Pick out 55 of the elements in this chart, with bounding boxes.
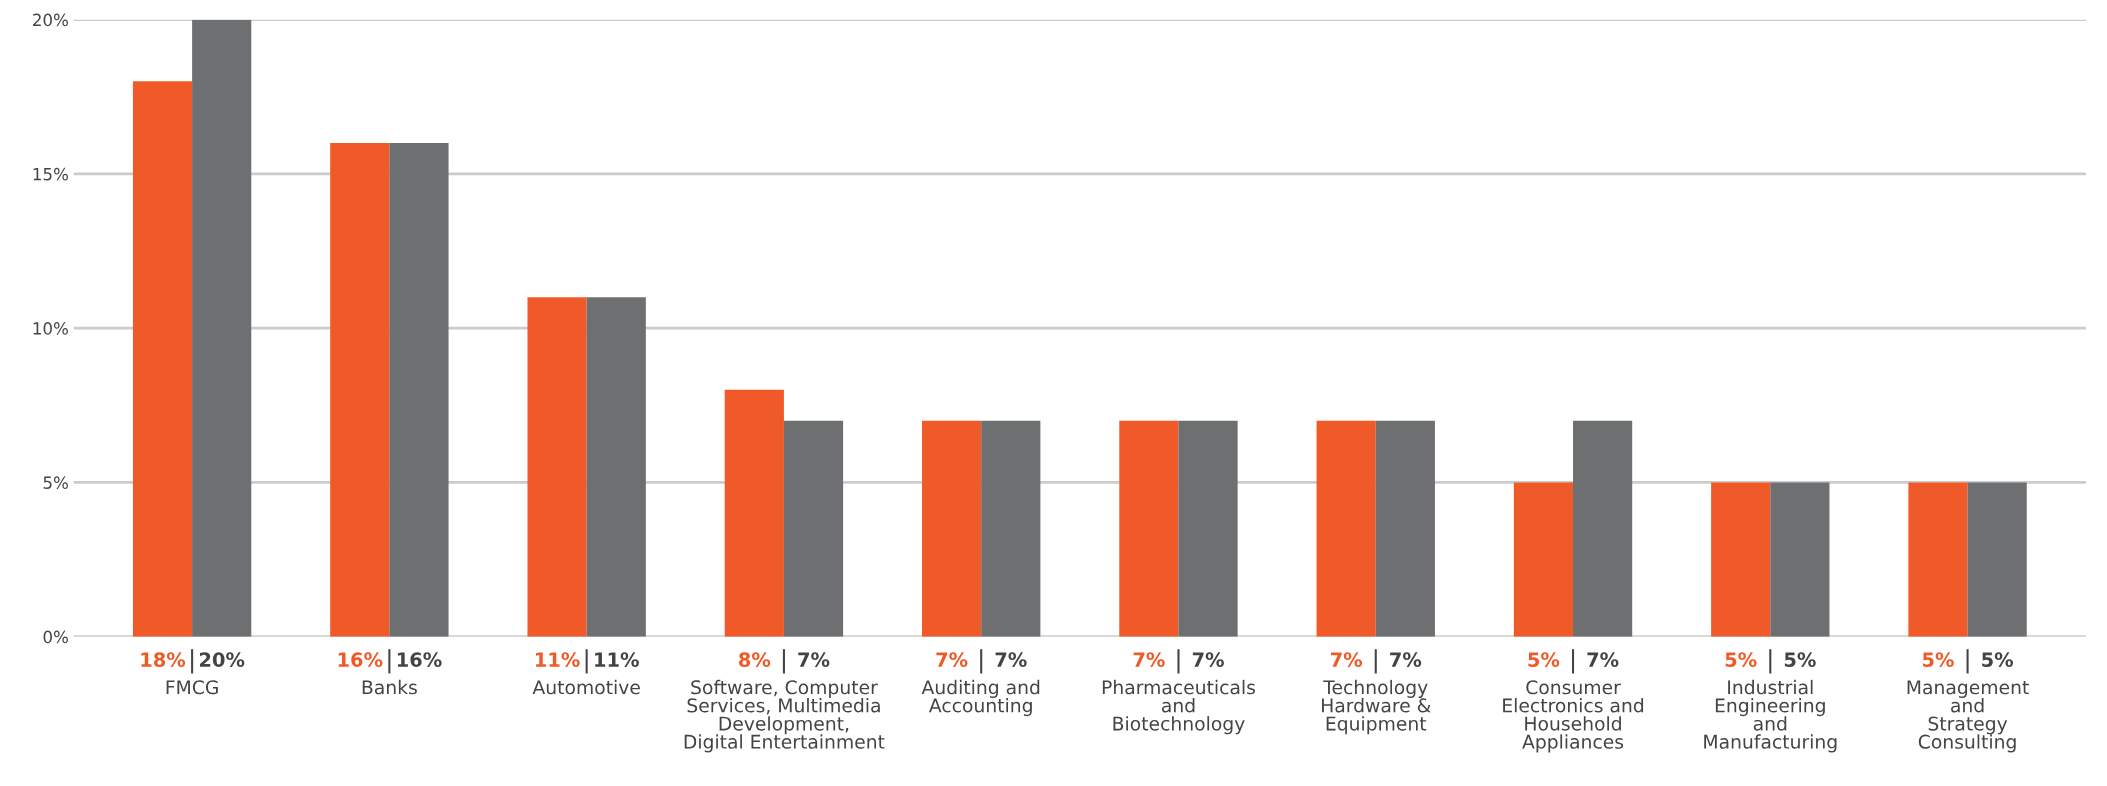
y-tick-label: 20% <box>33 13 68 27</box>
y-tick-label: 10% <box>33 322 68 335</box>
bar <box>981 420 1041 637</box>
bar <box>783 420 844 637</box>
y-tick-label: 15% <box>33 167 68 181</box>
data-label: 7% <box>798 652 830 667</box>
data-label: 5% <box>1922 652 1954 667</box>
bar <box>1178 420 1238 637</box>
y-tick-label: 5% <box>43 476 68 489</box>
x-tick-label: Pharmaceuticals and Biotechnology <box>1102 679 1255 735</box>
bar <box>389 143 449 637</box>
data-label: 5% <box>1982 652 2014 667</box>
data-label: 5% <box>1725 652 1757 667</box>
data-label: 7% <box>936 652 968 667</box>
x-tick-label: FMCG <box>166 680 218 695</box>
data-label: 7% <box>1192 652 1224 667</box>
x-tick-label: Software, Computer Services, Multimedia Development, Digital Entertainment <box>684 679 885 753</box>
bar <box>1119 420 1179 637</box>
data-label: 7% <box>1390 652 1422 667</box>
x-tick-label: Industrial Engineering and Manufacturing <box>1704 679 1837 753</box>
bar <box>1711 482 1771 637</box>
data-label: 8% <box>739 652 771 667</box>
data-label: 7% <box>1330 652 1363 667</box>
x-tick-label: Banks <box>362 679 417 695</box>
bar <box>132 81 193 637</box>
bar <box>1375 420 1435 637</box>
data-label: 16% <box>338 652 383 667</box>
bar <box>330 143 390 637</box>
data-label: 7% <box>1133 652 1165 667</box>
bar <box>922 420 982 637</box>
bar <box>527 297 587 637</box>
bar <box>1573 420 1633 637</box>
data-label: 5% <box>1528 652 1560 667</box>
data-label: 16% <box>397 652 442 667</box>
x-tick-label: Technology Hardware & Equipment <box>1322 679 1431 735</box>
bar <box>1908 482 1968 637</box>
data-label: 7% <box>1587 652 1619 667</box>
data-label: 18% <box>141 652 186 667</box>
data-label: 7% <box>995 652 1027 667</box>
y-tick-label: 0% <box>43 630 68 644</box>
bar <box>1770 482 1830 637</box>
data-label: 5% <box>1784 652 1816 667</box>
bar <box>192 19 252 637</box>
data-label: 11% <box>595 652 639 667</box>
x-tick-label: Management and Strategy Consulting <box>1907 680 2029 753</box>
bar <box>1967 482 2027 637</box>
bar <box>1513 482 1574 637</box>
bar <box>1316 420 1376 637</box>
bar <box>724 389 784 637</box>
x-tick-label: Consumer Electronics and Household Appliances <box>1503 680 1644 753</box>
x-tick-label: Automotive <box>532 679 640 695</box>
data-label: 11% <box>535 652 580 667</box>
x-tick-label: Auditing and Accounting <box>921 679 1040 717</box>
bar <box>586 297 646 637</box>
data-label: 20% <box>199 652 245 667</box>
